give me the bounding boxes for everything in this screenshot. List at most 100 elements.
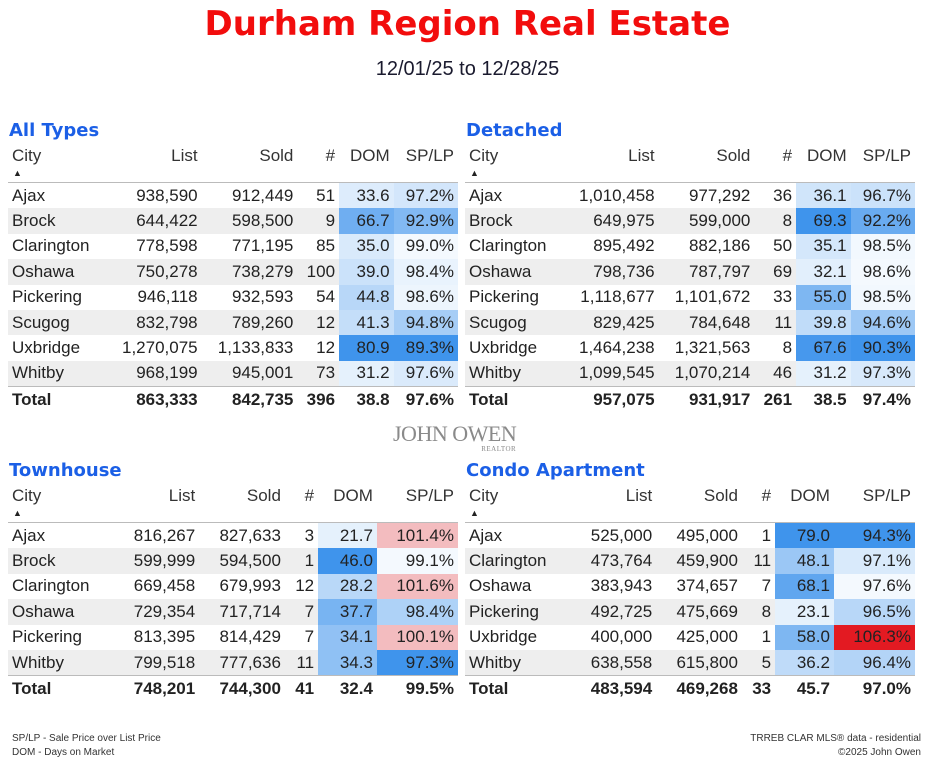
table-row[interactable]: Oshawa 750,278 738,279 100 39.0 98.4% bbox=[8, 259, 458, 285]
cell-list: 473,764 bbox=[570, 548, 657, 574]
table-row[interactable]: Oshawa 383,943 374,657 7 68.1 97.6% bbox=[465, 573, 915, 600]
table-row[interactable]: Pickering 492,725 475,669 8 23.1 96.5% bbox=[465, 599, 915, 625]
table-row[interactable]: Oshawa 798,736 787,797 69 32.1 98.6% bbox=[465, 259, 915, 285]
cell-splp: 99.1% bbox=[376, 548, 458, 574]
table-row[interactable]: Uxbridge 1,270,075 1,133,833 12 80.9 89.3% bbox=[8, 335, 458, 361]
cell-dom: 41.3 bbox=[339, 309, 394, 336]
table-row[interactable]: Brock 644,422 598,500 9 66.7 92.9% bbox=[8, 208, 458, 234]
table-row[interactable]: Clarington 669,458 679,993 12 28.2 101.6% bbox=[8, 573, 458, 600]
cell-city: Oshawa bbox=[8, 599, 114, 625]
table-row[interactable]: Ajax 1,010,458 977,292 36 36.1 96.7% bbox=[465, 182, 915, 209]
column-label: List bbox=[625, 486, 653, 505]
cell-splp: 97.6% bbox=[393, 360, 458, 387]
column-header-splp[interactable]: SP/LP bbox=[376, 484, 458, 523]
column-header-list[interactable]: List bbox=[105, 144, 202, 183]
column-header-count[interactable]: # bbox=[297, 144, 340, 183]
table-row[interactable]: Whitby 638,558 615,800 5 36.2 96.4% bbox=[465, 649, 915, 676]
cell-sold: 945,001 bbox=[201, 360, 298, 387]
column-header-sold[interactable]: Sold bbox=[199, 484, 285, 523]
table-row[interactable]: Whitby 799,518 777,636 11 34.3 97.3% bbox=[8, 649, 458, 676]
table-row[interactable]: Ajax 938,590 912,449 51 33.6 97.2% bbox=[8, 182, 458, 209]
table-row[interactable]: Pickering 946,118 932,593 54 44.8 98.6% bbox=[8, 284, 458, 310]
panel-townhouse: Townhouse City ▲ List Sold # DOM SP/LP Ajax 816,2… bbox=[8, 458, 458, 702]
table-row[interactable]: Scugog 829,425 784,648 11 39.8 94.6% bbox=[465, 309, 915, 336]
cell-sold: 594,500 bbox=[199, 548, 285, 574]
table-row[interactable]: Uxbridge 1,464,238 1,321,563 8 67.6 90.3% bbox=[465, 335, 915, 361]
cell-dom: 31.2 bbox=[796, 360, 851, 387]
cell-count: 54 bbox=[316, 287, 336, 307]
column-header-splp[interactable]: SP/LP bbox=[833, 484, 915, 523]
cell-count: 1 bbox=[761, 525, 772, 545]
cell-sold: 495,000 bbox=[676, 525, 738, 545]
cell-dom: 37.7 bbox=[318, 599, 377, 625]
column-header-city[interactable]: City ▲ bbox=[8, 484, 114, 523]
column-header-count[interactable]: # bbox=[741, 484, 776, 523]
table-row[interactable]: Brock 599,999 594,500 1 46.0 99.1% bbox=[8, 548, 458, 574]
cell-splp: 92.2% bbox=[850, 208, 915, 234]
cell-splp: 97.3% bbox=[376, 649, 458, 676]
total-sold: 744,300 bbox=[199, 675, 285, 702]
column-header-sold[interactable]: Sold bbox=[656, 484, 742, 523]
table-row[interactable]: Ajax 525,000 495,000 1 79.0 94.3% bbox=[465, 522, 915, 549]
column-label: City bbox=[469, 486, 499, 505]
cell-count: 8 bbox=[741, 599, 776, 625]
cell-list: 832,798 bbox=[105, 309, 202, 336]
table-row[interactable]: Brock 649,975 599,000 8 69.3 92.2% bbox=[465, 208, 915, 234]
page-title: Durham Region Real Estate bbox=[204, 4, 731, 44]
column-header-dom[interactable]: DOM bbox=[339, 144, 394, 183]
cell-list: 669,458 bbox=[133, 576, 196, 596]
table-row[interactable]: Ajax 816,267 827,633 3 21.7 101.4% bbox=[8, 522, 458, 549]
table-row[interactable]: Whitby 968,199 945,001 73 31.2 97.6% bbox=[8, 360, 458, 387]
column-header-splp[interactable]: SP/LP bbox=[393, 144, 458, 183]
cell-city: Brock bbox=[8, 548, 114, 574]
cell-sold: 787,797 bbox=[658, 259, 755, 285]
column-header-list[interactable]: List bbox=[570, 484, 657, 523]
column-header-count[interactable]: # bbox=[284, 484, 319, 523]
cell-sold: 599,000 bbox=[658, 208, 755, 234]
cell-count: 46 bbox=[754, 360, 797, 387]
cell-splp: 96.4% bbox=[833, 649, 915, 676]
table-row[interactable]: Pickering 813,395 814,429 7 34.1 100.1% bbox=[8, 624, 458, 650]
column-header-city[interactable]: City ▲ bbox=[465, 484, 571, 523]
table-row[interactable]: Pickering 1,118,677 1,101,672 33 55.0 98.5% bbox=[465, 284, 915, 310]
column-label: SP/LP bbox=[405, 146, 454, 165]
table-row[interactable]: Oshawa 729,354 717,714 7 37.7 98.4% bbox=[8, 599, 458, 625]
column-header-city[interactable]: City ▲ bbox=[8, 144, 106, 183]
column-header-list[interactable]: List bbox=[562, 144, 659, 183]
table-row[interactable]: Clarington 778,598 771,195 85 35.0 99.0% bbox=[8, 233, 458, 260]
column-header-sold[interactable]: Sold bbox=[658, 144, 755, 183]
cell-dom: 67.6 bbox=[796, 335, 851, 361]
cell-city: Scugog bbox=[465, 309, 563, 336]
cell-dom: 55.0 bbox=[796, 284, 851, 310]
table-title: All Types bbox=[9, 120, 100, 141]
column-header-dom[interactable]: DOM bbox=[318, 484, 377, 523]
cell-splp: 98.5% bbox=[850, 233, 915, 260]
total-splp: 97.4% bbox=[850, 386, 915, 413]
column-label: # bbox=[304, 486, 315, 505]
table-row[interactable]: Clarington 473,764 459,900 11 48.1 97.1% bbox=[465, 548, 915, 574]
cell-dom: 58.0 bbox=[775, 624, 834, 650]
cell-count: 5 bbox=[741, 649, 776, 676]
cell-list: 383,943 bbox=[590, 576, 653, 596]
column-header-dom[interactable]: DOM bbox=[796, 144, 851, 183]
sort-ascending-icon[interactable]: ▲ bbox=[13, 508, 22, 518]
sort-ascending-icon[interactable]: ▲ bbox=[470, 508, 479, 518]
table-row[interactable]: Whitby 1,099,545 1,070,214 46 31.2 97.3% bbox=[465, 360, 915, 387]
sort-ascending-icon[interactable]: ▲ bbox=[470, 168, 479, 178]
table-row[interactable]: Uxbridge 400,000 425,000 1 58.0 106.3% bbox=[465, 624, 915, 650]
column-header-list[interactable]: List bbox=[113, 484, 200, 523]
column-header-sold[interactable]: Sold bbox=[201, 144, 298, 183]
table-row[interactable]: Clarington 895,492 882,186 50 35.1 98.5% bbox=[465, 233, 915, 260]
table-row[interactable]: Scugog 832,798 789,260 12 41.3 94.8% bbox=[8, 309, 458, 336]
column-header-splp[interactable]: SP/LP bbox=[850, 144, 915, 183]
column-header-city[interactable]: City ▲ bbox=[465, 144, 563, 183]
cell-count: 73 bbox=[297, 360, 340, 387]
cell-count: 12 bbox=[316, 338, 336, 358]
total-splp: 99.5% bbox=[376, 675, 458, 702]
cell-sold: 771,195 bbox=[231, 236, 294, 256]
column-header-dom[interactable]: DOM bbox=[775, 484, 834, 523]
sort-ascending-icon[interactable]: ▲ bbox=[13, 168, 22, 178]
cell-splp: 97.6% bbox=[833, 573, 915, 600]
cell-dom: 35.1 bbox=[796, 233, 851, 260]
column-header-count[interactable]: # bbox=[754, 144, 797, 183]
